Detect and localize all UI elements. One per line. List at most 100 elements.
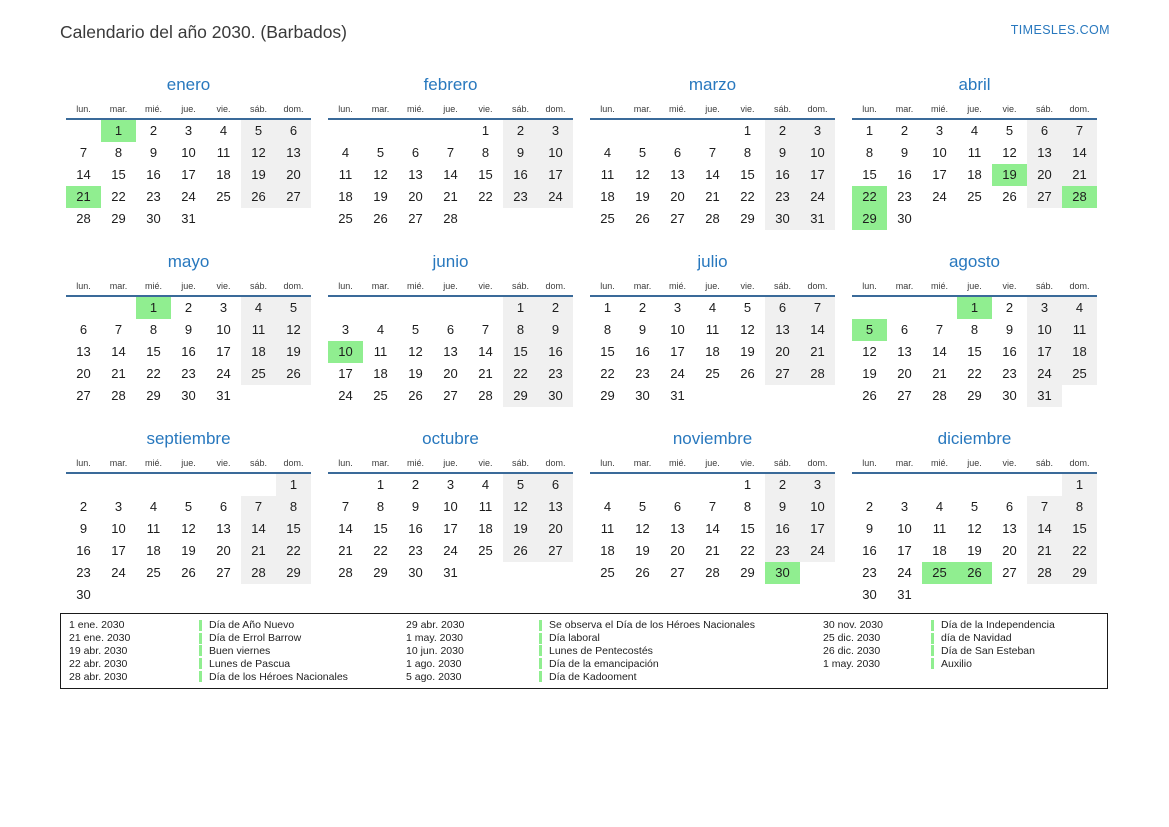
legend-row: 1 ago. 2030 Día de la emancipación	[406, 657, 823, 670]
day-cell: 3	[446, 477, 455, 492]
day-cell: 21	[800, 341, 835, 363]
weekday-label: mar.	[109, 104, 128, 114]
weekday-label: dom.	[1069, 458, 1090, 468]
empty-day-cell	[695, 120, 730, 142]
day-cell: 20	[1002, 543, 1017, 558]
legend-row: 19 abr. 2030 Buen viernes	[69, 645, 406, 658]
day-cell: 24	[800, 540, 835, 562]
day-cell: 4	[219, 123, 228, 138]
site-link[interactable]: TIMESLES.COM	[1010, 23, 1110, 37]
day-cell: 28	[1027, 562, 1062, 584]
weekday-label: lun.	[338, 458, 353, 468]
month-title: agosto	[948, 252, 1001, 271]
weekday-label: lun.	[76, 104, 91, 114]
day-cell: 8	[743, 499, 752, 514]
day-cell: 17	[338, 366, 353, 381]
weekday-label: jue.	[443, 104, 458, 114]
day-cell: 5	[184, 499, 193, 514]
weekday-label: mié.	[406, 104, 424, 114]
legend-group: 29 abr. 2030 Se observa el Día de los Hér…	[406, 619, 823, 688]
day-cell: 13	[76, 344, 91, 359]
empty-day-cell	[433, 120, 468, 142]
month-days: 1 2 3 4 5 6 7 8 9 10 11 12 13 14 15 16 17 18 19 20 21 22 23 24 2…	[328, 120, 573, 230]
empty-day-cell	[660, 120, 695, 142]
holiday-date: 5 ago. 2030	[406, 670, 462, 683]
day-cell: 21	[1062, 164, 1097, 186]
day-cell: 23	[181, 366, 196, 381]
day-cell: 7	[935, 322, 944, 337]
day-cell: 18	[241, 341, 276, 363]
day-cell: 2	[538, 297, 573, 319]
day-cell: 27	[538, 540, 573, 562]
day-cell: 14	[932, 344, 947, 359]
day-cell: 29	[852, 208, 887, 230]
day-cell: 24	[932, 189, 947, 204]
day-cell: 10	[800, 496, 835, 518]
weekday-header-row: lun. mar. mié. jue. vie. sáb. dom.	[66, 280, 311, 297]
day-cell: 4	[603, 145, 612, 160]
day-cell: 16	[146, 167, 161, 182]
holiday-tick-icon	[539, 632, 542, 644]
empty-day-cell	[398, 120, 433, 142]
day-cell: 16	[765, 164, 800, 186]
day-cell: 25	[241, 363, 276, 385]
weekday-label: dom.	[807, 458, 828, 468]
day-cell: 4	[481, 477, 490, 492]
day-cell: 8	[481, 145, 490, 160]
weekday-label: lun.	[76, 458, 91, 468]
day-cell: 29	[111, 211, 126, 226]
empty-day-cell	[800, 385, 835, 407]
day-cell: 27	[1002, 565, 1017, 580]
day-cell: 12	[181, 521, 196, 536]
day-cell: 31	[800, 208, 835, 230]
day-cell: 15	[967, 344, 982, 359]
day-cell: 6	[765, 297, 800, 319]
legend-row: 1 may. 2030 Día laboral	[406, 632, 823, 645]
weekday-label: mar.	[371, 458, 390, 468]
day-cell: 12	[408, 344, 423, 359]
day-cell: 20	[408, 189, 423, 204]
day-cell: 12	[276, 319, 311, 341]
day-cell: 7	[114, 322, 123, 337]
day-cell: 12	[635, 167, 650, 182]
day-cell: 22	[146, 366, 161, 381]
day-cell: 26	[635, 211, 650, 226]
day-cell: 14	[705, 167, 720, 182]
day-cell: 19	[992, 164, 1027, 186]
empty-day-cell	[503, 562, 538, 584]
holiday-date: 28 abr. 2030	[69, 670, 128, 683]
weekday-label: vie.	[478, 104, 493, 114]
day-cell: 18	[216, 167, 231, 182]
holiday-date: 22 abr. 2030	[69, 657, 128, 670]
day-cell: 1	[101, 120, 136, 142]
day-cell: 26	[740, 366, 755, 381]
day-cell: 11	[932, 521, 947, 536]
day-cell: 23	[538, 363, 573, 385]
day-cell: 24	[897, 565, 912, 580]
day-cell: 2	[503, 120, 538, 142]
day-cell: 10	[216, 322, 231, 337]
day-cell: 3	[1027, 297, 1062, 319]
empty-day-cell	[922, 474, 957, 496]
day-cell: 28	[800, 363, 835, 385]
day-cell: 2	[765, 474, 800, 496]
day-cell: 19	[503, 518, 538, 540]
weekday-label: sáb.	[1035, 104, 1053, 114]
empty-day-cell	[887, 297, 922, 319]
day-cell: 31	[670, 388, 685, 403]
day-cell: 11	[373, 344, 388, 359]
day-cell: 22	[740, 189, 755, 204]
holiday-tick-icon	[539, 658, 542, 670]
day-cell: 6	[79, 322, 88, 337]
holiday-name: Día laboral	[549, 632, 600, 645]
day-cell: 17	[932, 167, 947, 182]
day-cell: 22	[852, 186, 887, 208]
weekday-label: vie.	[216, 281, 231, 291]
day-cell: 13	[216, 521, 231, 536]
weekday-label: mar.	[633, 458, 652, 468]
day-cell: 30	[538, 385, 573, 407]
weekday-label: vie.	[1002, 104, 1017, 114]
